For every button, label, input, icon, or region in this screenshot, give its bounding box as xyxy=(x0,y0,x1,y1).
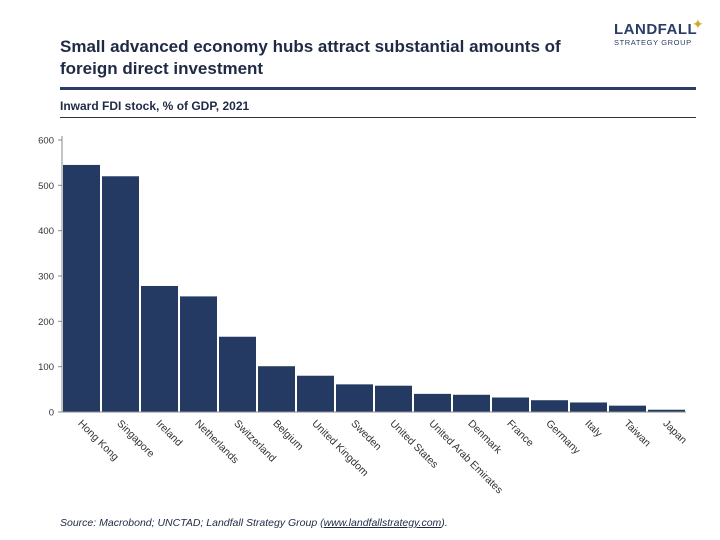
bar xyxy=(531,400,568,412)
y-tick-label: 300 xyxy=(38,272,54,283)
bar xyxy=(453,394,490,412)
bar xyxy=(414,393,451,412)
x-tick-label: Sweden xyxy=(348,418,383,453)
x-tick-label: France xyxy=(504,418,536,450)
title-divider xyxy=(60,87,696,90)
source-note: Source: Macrobond; UNCTAD; Landfall Stra… xyxy=(60,517,448,529)
bar xyxy=(63,164,100,412)
x-tick-label: Taiwan xyxy=(621,418,653,450)
x-tick-label: Denmark xyxy=(465,418,504,457)
y-tick-label: 0 xyxy=(49,408,54,419)
y-tick-label: 100 xyxy=(38,362,54,373)
company-logo: LANDFALL STRATEGY GROUP ✦ xyxy=(614,16,704,48)
x-tick-label: Ireland xyxy=(153,418,184,449)
logo-wordmark: LANDFALL xyxy=(614,21,698,38)
x-tick-label: Italy xyxy=(582,418,605,441)
x-tick-label: United Arab Emirates xyxy=(426,418,505,497)
bar xyxy=(102,176,139,412)
bar xyxy=(219,336,256,412)
source-prefix: Source: Macrobond; UNCTAD; Landfall Stra… xyxy=(60,517,324,529)
y-tick-label: 400 xyxy=(38,226,54,237)
source-suffix: ). xyxy=(441,517,448,529)
x-tick-label: Hong Kong xyxy=(75,418,121,464)
bar xyxy=(258,366,295,412)
bar xyxy=(336,384,373,412)
y-tick-label: 500 xyxy=(38,181,54,192)
bar xyxy=(297,375,334,412)
bar xyxy=(375,385,412,412)
bar xyxy=(492,397,529,412)
bar xyxy=(648,409,685,412)
x-tick-label: Japan xyxy=(660,418,689,447)
y-tick-label: 200 xyxy=(38,317,54,328)
logo-tagline: STRATEGY GROUP xyxy=(614,38,692,47)
bar xyxy=(570,402,607,412)
bar xyxy=(609,405,646,412)
x-tick-label: Belgium xyxy=(270,418,305,453)
star-icon: ✦ xyxy=(692,16,704,32)
y-tick-label: 600 xyxy=(38,136,54,147)
source-link[interactable]: www.landfallstrategy.com xyxy=(323,517,442,529)
chart-subtitle: Inward FDI stock, % of GDP, 2021 xyxy=(60,99,250,113)
chart-title: Small advanced economy hubs attract subs… xyxy=(60,37,561,78)
x-tick-label: Germany xyxy=(543,418,583,458)
subtitle-divider xyxy=(60,117,696,118)
bar xyxy=(180,296,217,412)
bar xyxy=(141,285,178,412)
